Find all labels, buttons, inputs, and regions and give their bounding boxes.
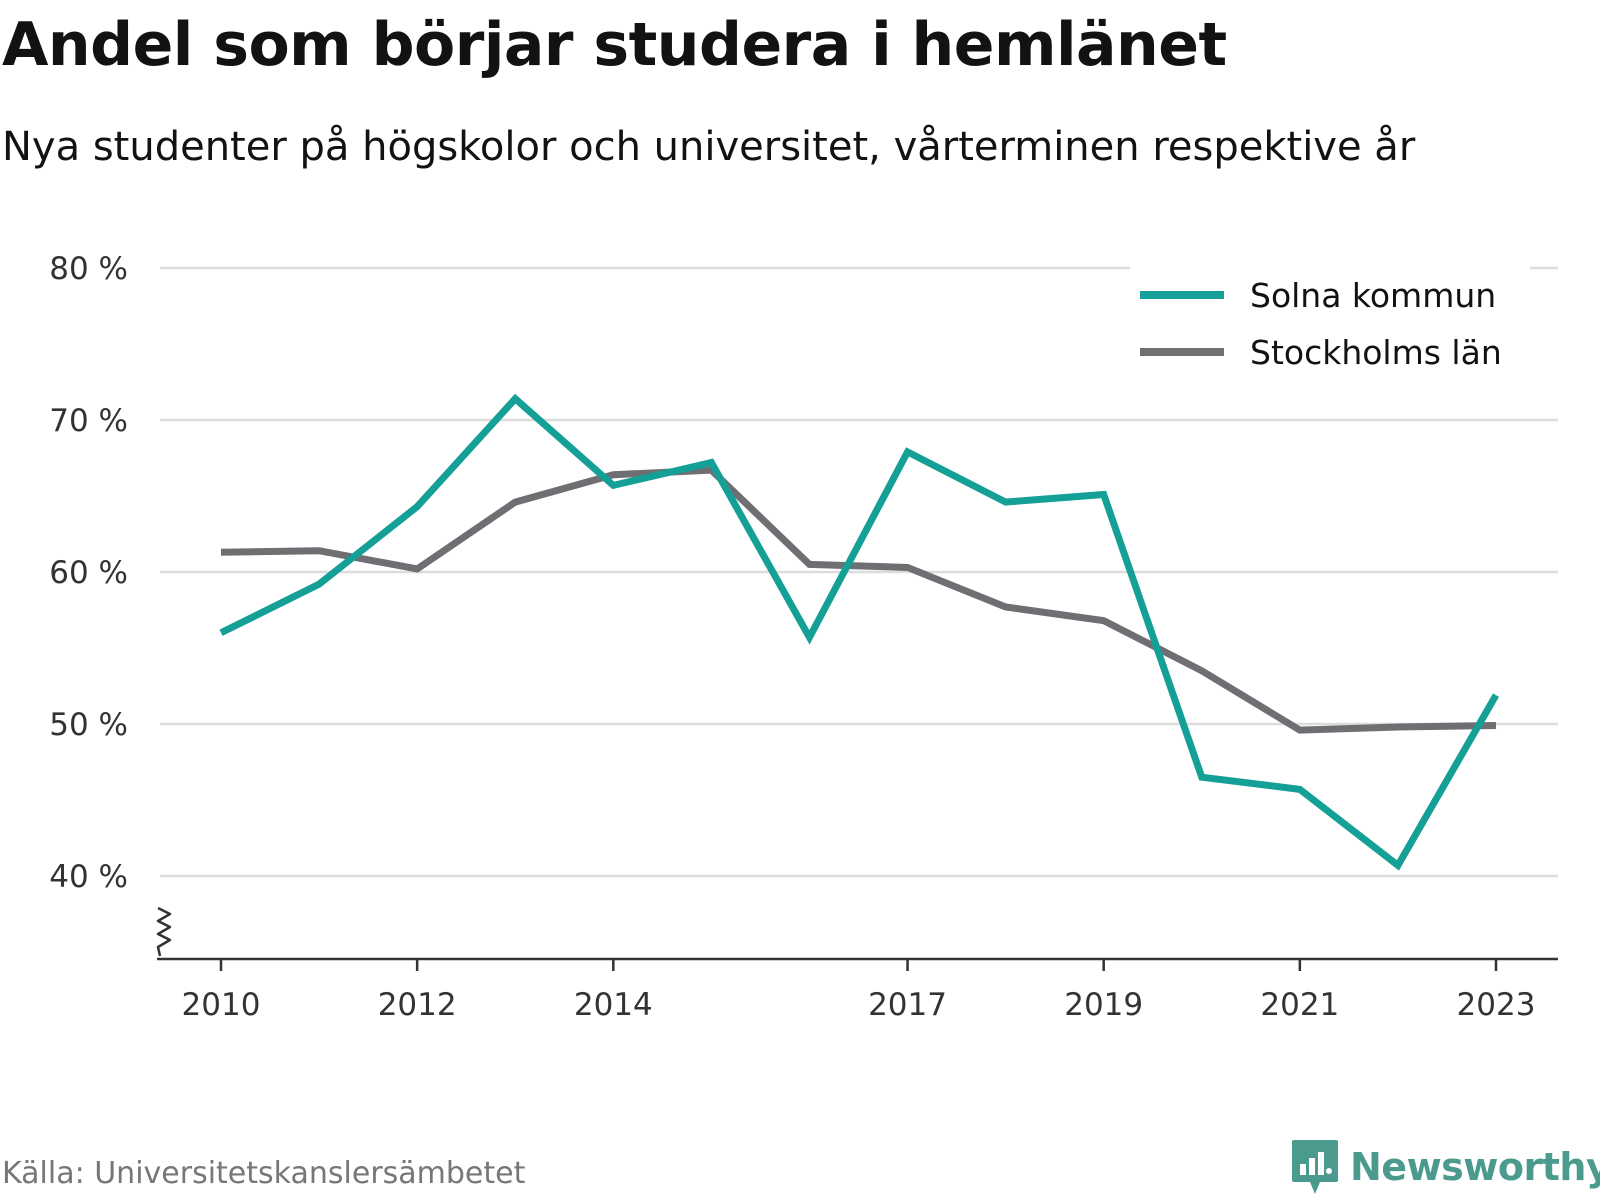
series-line-stockholm	[220, 466, 1497, 734]
brand-logo: Newsworthy	[1290, 1138, 1600, 1196]
x-tick-label: 2014	[574, 987, 653, 1023]
x-tick-label: 2017	[868, 987, 947, 1023]
series-lines	[219, 393, 1500, 871]
y-axis-labels: 40 % 50 % 60 % 70 % 80 %	[49, 251, 128, 895]
legend-label: Solna kommun	[1250, 276, 1496, 315]
legend: Solna kommun Stockholms län	[1130, 266, 1530, 382]
y-tick-label: 60 %	[49, 555, 128, 591]
chart-title: Andel som börjar studera i hemlänet	[2, 10, 1227, 80]
series-line-solna	[219, 393, 1500, 871]
source-note: Källa: Universitetskanslersämbetet	[2, 1156, 526, 1191]
legend-background	[1130, 266, 1530, 382]
y-tick-label: 70 %	[49, 403, 128, 439]
chart-subtitle: Nya studenter på högskolor och universit…	[2, 124, 1416, 170]
brand-name: Newsworthy	[1350, 1145, 1600, 1189]
y-tick-label: 40 %	[49, 859, 128, 895]
legend-label: Stockholms län	[1250, 333, 1502, 372]
y-tick-label: 50 %	[49, 707, 128, 743]
x-tick-label: 2012	[378, 987, 457, 1023]
x-tick-label: 2021	[1260, 987, 1339, 1023]
y-tick-label: 80 %	[49, 251, 128, 287]
x-tick-label: 2023	[1457, 987, 1536, 1023]
x-tick-label: 2019	[1064, 987, 1143, 1023]
line-chart: 40 %50 %60 %70 %80 % 2010 2012 2014 2017 201…	[49, 251, 1558, 1023]
x-axis: 2010 2012 2014 2017 2019 2021 2023	[156, 906, 1558, 1023]
newsworthy-logo-icon	[1292, 1140, 1338, 1194]
axis-break-icon	[156, 906, 172, 957]
x-tick-label: 2010	[182, 987, 261, 1023]
